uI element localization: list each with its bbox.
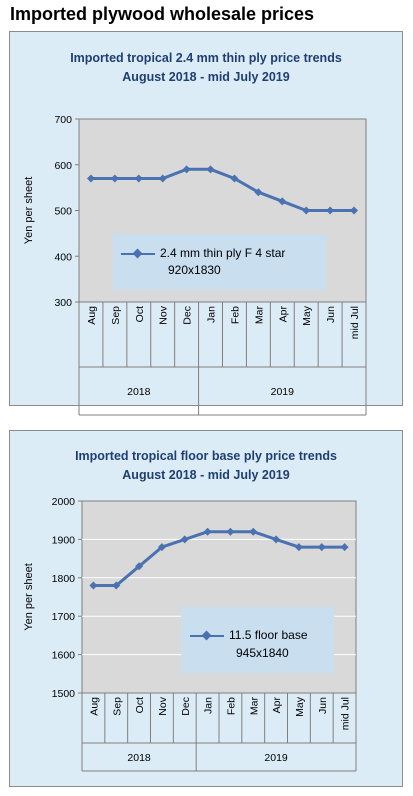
x-tick-label: May <box>301 305 313 326</box>
data-point <box>182 165 191 174</box>
x-tick-label: Dec <box>182 306 194 325</box>
year-group-label: 2018 <box>127 386 151 398</box>
x-tick-label: mid Jul <box>340 697 352 730</box>
chart-title: Imported tropical 2.4 mm thin ply price … <box>70 51 342 65</box>
data-point <box>340 543 349 552</box>
chart-panel-thin-ply: Imported tropical 2.4 mm thin ply price … <box>9 31 403 416</box>
y-tick-label: 1600 <box>52 650 76 662</box>
data-point <box>272 535 281 544</box>
y-tick-label: 1800 <box>52 573 76 585</box>
x-tick-label: Feb <box>225 697 237 715</box>
x-tick-label: Dec <box>180 697 192 716</box>
chart-subtitle: August 2018 - mid July 2019 <box>122 468 290 482</box>
chart-subtitle: August 2018 - mid July 2019 <box>122 70 290 84</box>
year-group-label: 2019 <box>264 752 288 764</box>
y-tick-label: 300 <box>54 297 72 309</box>
data-point <box>89 581 98 590</box>
data-point <box>134 174 143 183</box>
y-tick-label: 2000 <box>52 496 76 508</box>
x-tick-label: Jan <box>206 306 218 323</box>
y-tick-label: 1500 <box>52 688 76 700</box>
legend-series-size: 945x1840 <box>236 646 289 660</box>
x-tick-label: Jun <box>325 306 337 323</box>
y-tick-label: 1700 <box>52 611 76 623</box>
y-tick-label: 400 <box>54 251 72 263</box>
year-group-label: 2019 <box>271 386 295 398</box>
x-tick-label: Aug <box>86 306 98 325</box>
x-tick-label: Aug <box>88 697 100 716</box>
x-tick-label: Sep <box>111 697 123 716</box>
chart-title: Imported tropical floor base ply price t… <box>75 449 337 463</box>
x-tick-label: Oct <box>134 306 146 322</box>
y-tick-label: 1900 <box>52 534 76 546</box>
data-point <box>110 174 119 183</box>
data-point <box>180 535 189 544</box>
data-point <box>157 543 166 552</box>
data-point <box>317 543 326 552</box>
x-tick-label: Jun <box>317 697 329 714</box>
legend-series-size: 920x1830 <box>168 263 221 277</box>
data-point <box>203 527 212 536</box>
line-chart-thin-ply: 300 400 500 600 700 Yen per sheet Aug Sep Oct Nov… <box>23 114 367 416</box>
data-point <box>254 188 263 197</box>
data-point <box>86 174 95 183</box>
x-tick-label: Mar <box>248 697 260 716</box>
x-tick-label: Apr <box>271 697 283 714</box>
y-axis-title: Yen per sheet <box>23 177 35 244</box>
data-point <box>278 197 287 206</box>
x-tick-label: mid Jul <box>349 306 361 339</box>
data-point <box>249 527 258 536</box>
y-tick-label: 500 <box>54 206 72 218</box>
data-point <box>302 206 311 215</box>
data-point <box>135 562 144 571</box>
x-tick-label: Oct <box>134 697 146 713</box>
x-tick-label: Sep <box>110 306 122 325</box>
x-tick-label: Feb <box>229 306 241 324</box>
y-tick-label: 600 <box>54 160 72 172</box>
data-point <box>226 527 235 536</box>
data-point <box>230 174 239 183</box>
data-point <box>112 581 121 590</box>
data-point <box>294 543 303 552</box>
y-tick-label: 700 <box>54 114 72 126</box>
legend-box <box>113 234 326 290</box>
x-tick-label: Apr <box>277 306 289 323</box>
page-title: Imported plywood wholesale prices <box>10 4 315 24</box>
x-tick-label: Nov <box>158 305 170 324</box>
year-group-label: 2018 <box>127 752 151 764</box>
y-axis-title: Yen per sheet <box>23 563 35 630</box>
chart-panel-floor-base: Imported tropical floor base ply price t… <box>9 430 403 787</box>
data-point <box>206 165 215 174</box>
x-tick-label: Mar <box>253 306 265 325</box>
x-tick-label: Jan <box>203 697 215 714</box>
data-point <box>158 174 167 183</box>
x-tick-label: Nov <box>157 696 169 715</box>
data-point <box>326 206 335 215</box>
legend-series-name: 11.5 floor base <box>229 628 308 642</box>
x-tick-label: May <box>294 696 306 717</box>
legend-series-name: 2.4 mm thin ply F 4 star <box>160 246 286 260</box>
data-point <box>350 206 359 215</box>
